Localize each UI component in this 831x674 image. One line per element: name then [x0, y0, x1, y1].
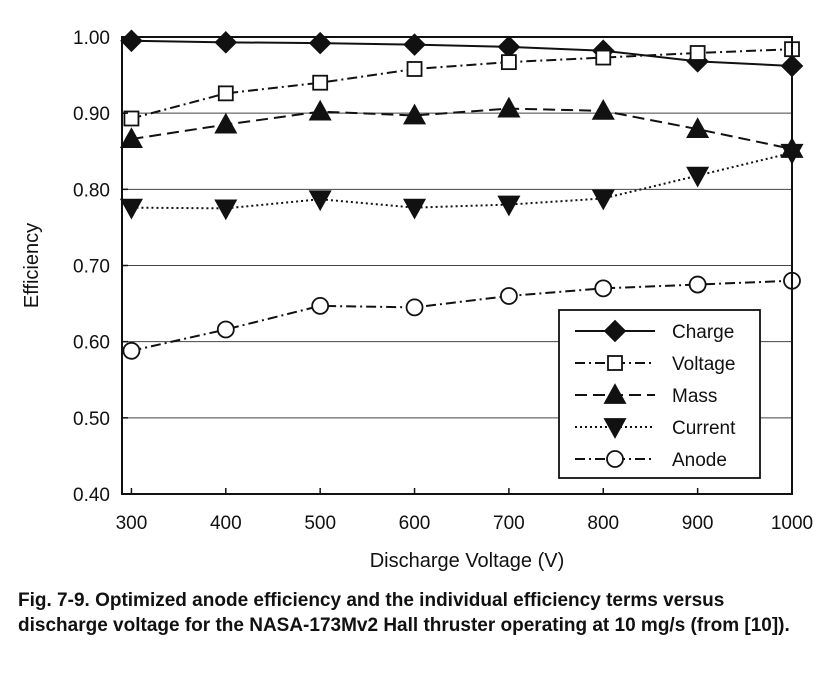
data-point-anode	[122, 341, 141, 360]
y-tick-label: 0.80	[73, 180, 110, 201]
y-tick-label: 0.50	[73, 409, 110, 430]
x-tick-label: 300	[116, 513, 148, 534]
legend-box	[558, 309, 761, 479]
y-axis: 0.40 0.50 0.60 0.70 0.80 0.90 1.00	[73, 28, 128, 506]
data-point-voltage	[217, 85, 234, 102]
series-line-anode	[131, 279, 793, 352]
series-line-voltage	[131, 48, 793, 120]
data-point-charge	[497, 35, 521, 59]
data-point-current	[214, 199, 238, 221]
x-tick-label: 800	[587, 513, 619, 534]
data-point-current	[403, 198, 427, 220]
x-tick-label: 900	[682, 513, 714, 534]
series-current	[119, 143, 804, 221]
data-point-anode	[311, 296, 330, 315]
data-point-voltage	[595, 49, 612, 66]
series-line-charge	[131, 39, 793, 67]
legend-label-current: Current	[672, 418, 736, 439]
legend-label-voltage: Voltage	[672, 354, 735, 375]
data-point-anode	[594, 279, 613, 298]
y-tick-label: 0.60	[73, 333, 110, 354]
series-voltage	[123, 41, 800, 127]
data-point-voltage	[689, 45, 706, 61]
figure-caption: Fig. 7-9. Optimized anode efficiency and…	[18, 590, 790, 636]
data-point-voltage	[501, 54, 517, 71]
x-axis: 300 400 500 600 700 800 900 1000	[116, 488, 813, 534]
y-tick-label: 0.70	[73, 257, 110, 278]
data-point-voltage	[406, 61, 423, 77]
legend-marker-charge	[603, 319, 627, 343]
y-axis-label: Efficiency	[21, 223, 43, 308]
x-tick-label: 700	[493, 513, 525, 534]
y-tick-label: 0.90	[73, 104, 110, 125]
data-point-mass	[686, 117, 710, 139]
data-point-anode	[688, 275, 707, 294]
data-point-anode	[216, 320, 235, 339]
data-point-mass	[214, 112, 238, 134]
series-line-current	[131, 151, 793, 210]
x-axis-label: Discharge Voltage (V)	[370, 550, 565, 572]
legend-label-mass: Mass	[672, 386, 717, 407]
data-point-voltage	[123, 110, 140, 127]
data-point-mass	[119, 127, 143, 148]
legend-marker-anode	[606, 450, 624, 468]
data-point-current	[119, 198, 143, 220]
legend-item-mass: Mass	[575, 383, 717, 407]
data-point-current	[308, 190, 332, 212]
chart: 0.40 0.50 0.60 0.70 0.80 0.90 1.00 300 400 500 60…	[21, 28, 813, 572]
legend-label-charge: Charge	[672, 322, 734, 343]
data-point-charge	[403, 33, 426, 56]
series-line-mass	[131, 107, 793, 150]
x-tick-label: 500	[304, 513, 336, 534]
data-point-mass	[591, 99, 615, 120]
data-point-voltage	[312, 74, 329, 91]
series-anode	[122, 271, 801, 360]
data-point-current	[686, 166, 710, 188]
data-point-current	[591, 189, 615, 211]
legend-marker-mass	[603, 383, 627, 404]
data-point-mass	[308, 99, 332, 121]
data-point-mass	[497, 96, 521, 118]
legend-item-voltage: Voltage	[575, 354, 735, 375]
x-tick-label: 400	[210, 513, 242, 534]
y-tick-label: 1.00	[73, 28, 110, 49]
x-tick-label: 600	[399, 513, 431, 534]
legend-item-anode: Anode	[575, 450, 727, 471]
x-tick-label: 1000	[771, 513, 813, 534]
legend-marker-current	[603, 418, 627, 439]
legend-item-charge: Charge	[575, 319, 734, 343]
legend-marker-voltage	[607, 355, 623, 371]
data-point-anode	[500, 287, 518, 305]
series-mass	[119, 96, 804, 158]
data-point-charge	[308, 31, 332, 55]
y-tick-label: 0.40	[73, 485, 110, 506]
data-point-charge	[214, 31, 238, 54]
data-point-mass	[403, 103, 427, 125]
legend: Charge Voltage Mass Current Anode	[558, 309, 761, 479]
series-lines	[119, 29, 804, 360]
data-point-anode	[405, 298, 424, 317]
legend-label-anode: Anode	[672, 450, 727, 471]
data-point-current	[497, 195, 521, 217]
data-point-charge	[120, 29, 143, 53]
legend-item-current: Current	[575, 418, 736, 439]
